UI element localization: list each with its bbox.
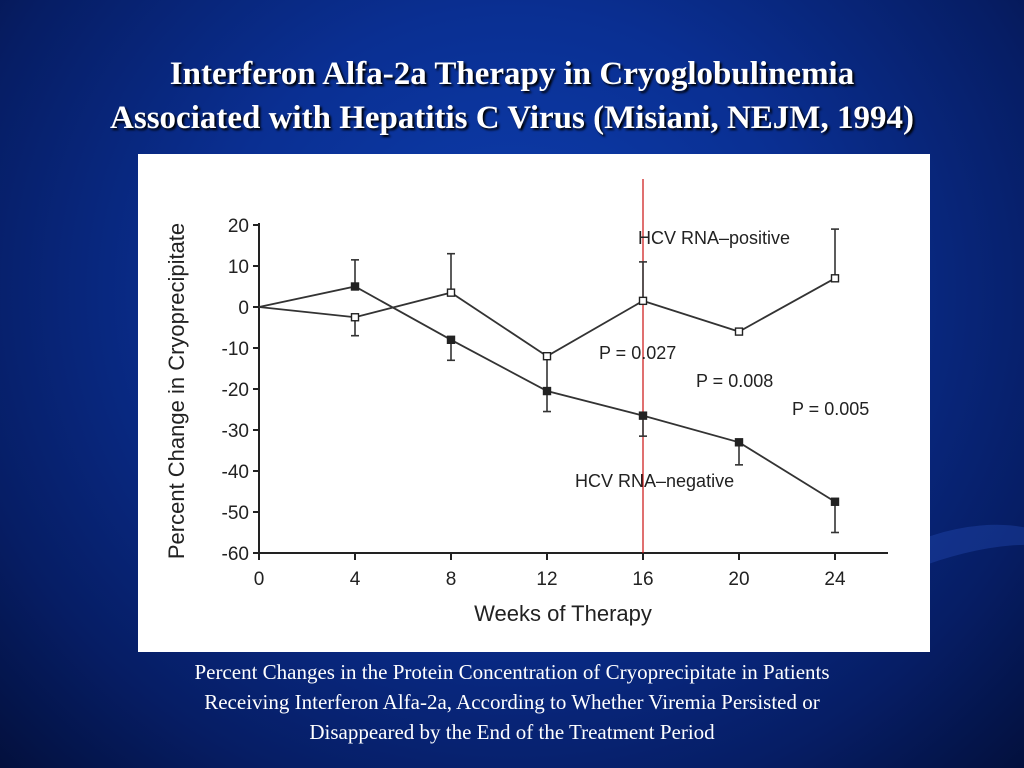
y-axis-title: Percent Change in Cryoprecipitate bbox=[164, 223, 189, 559]
data-point-hcv-negative bbox=[542, 386, 552, 396]
p-value-annotation: P = 0.008 bbox=[696, 371, 773, 391]
y-tick-label: -60 bbox=[222, 544, 249, 565]
x-tick-label: 4 bbox=[350, 569, 361, 590]
data-point-hcv-negative bbox=[638, 411, 648, 420]
p-value-annotation: P = 0.005 bbox=[792, 399, 869, 419]
caption-line-1: Percent Changes in the Protein Concentra… bbox=[194, 660, 830, 684]
y-tick-label: 20 bbox=[228, 216, 249, 237]
data-point-hcv-negative bbox=[350, 282, 360, 291]
data-point-hcv-positive bbox=[446, 288, 456, 297]
title-line-2: Associated with Hepatitis C Virus (Misia… bbox=[110, 100, 914, 136]
data-point-hcv-negative bbox=[830, 497, 840, 506]
x-tick-label: 12 bbox=[536, 569, 557, 590]
figure-caption: Percent Changes in the Protein Concentra… bbox=[112, 657, 912, 747]
p-value-annotation: P = 0.027 bbox=[599, 343, 676, 363]
data-point-hcv-positive bbox=[350, 313, 360, 322]
title-line-1: Interferon Alfa-2a Therapy in Cryoglobul… bbox=[169, 56, 855, 92]
data-point-hcv-positive bbox=[830, 274, 840, 283]
caption-line-2: Receiving Interferon Alfa-2a, According … bbox=[204, 690, 820, 714]
x-tick-label: 0 bbox=[254, 569, 265, 590]
y-tick-label: 10 bbox=[228, 257, 249, 278]
slide-title: Interferon Alfa-2a Therapy in Cryoglobul… bbox=[0, 52, 1024, 140]
chart-panel: 20 10 0 -10 -20 -30 -40 -50 -60 0 4 8 12 16 20 24 Weeks … bbox=[138, 154, 930, 652]
data-point-hcv-negative bbox=[446, 335, 456, 345]
x-tick-label: 24 bbox=[824, 569, 846, 590]
y-tick-label: -20 bbox=[222, 380, 249, 401]
x-tick-label: 20 bbox=[728, 569, 749, 590]
data-point-hcv-positive bbox=[638, 296, 648, 306]
x-tick-label: 8 bbox=[446, 569, 457, 590]
series-line-hcv-positive bbox=[258, 277, 836, 358]
data-point-hcv-positive bbox=[542, 351, 552, 361]
series-label-hcv-positive: HCV RNA–positive bbox=[638, 228, 790, 248]
caption-line-3: Disappeared by the End of the Treatment … bbox=[309, 720, 715, 744]
series-label-hcv-negative: HCV RNA–negative bbox=[575, 471, 734, 491]
y-tick-label: -30 bbox=[222, 421, 249, 442]
y-tick-label: -10 bbox=[222, 339, 249, 360]
x-axis-title: Weeks of Therapy bbox=[474, 601, 652, 626]
y-tick-label: -50 bbox=[222, 503, 249, 524]
y-tick-label: -40 bbox=[222, 462, 249, 483]
data-point-hcv-positive bbox=[734, 327, 744, 336]
data-point-hcv-negative bbox=[734, 438, 744, 447]
y-tick-label: 0 bbox=[238, 298, 249, 319]
x-tick-label: 16 bbox=[632, 569, 653, 590]
